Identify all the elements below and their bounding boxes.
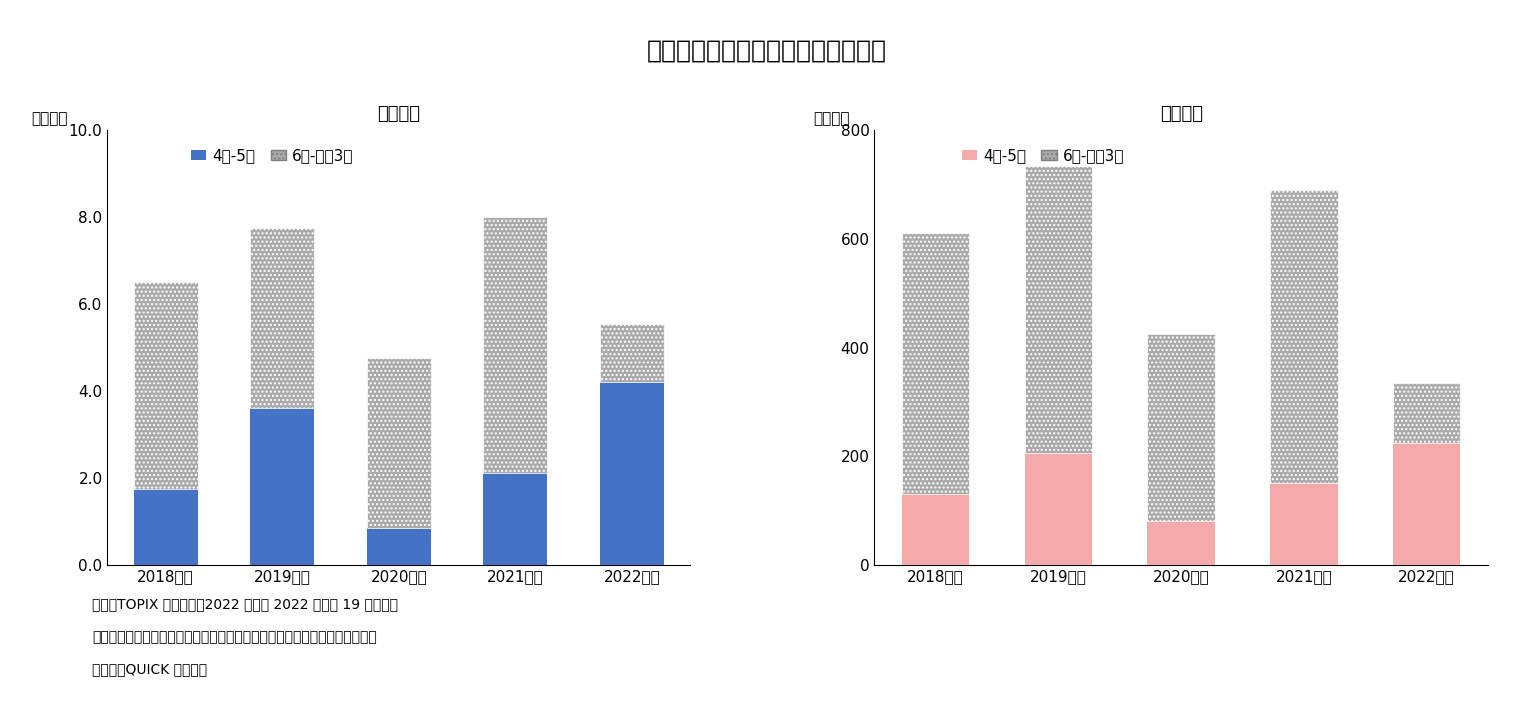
Text: （件数）: （件数） bbox=[813, 111, 850, 126]
Bar bbox=[600, 324, 664, 382]
Bar bbox=[367, 528, 431, 565]
Text: 図表１　自社株買い設定額等の推移: 図表１ 自社株買い設定額等の推移 bbox=[647, 38, 887, 63]
Bar bbox=[1270, 484, 1338, 565]
Bar bbox=[902, 233, 969, 494]
Legend: 4月-5月, 6月-翌年3月: 4月-5月, 6月-翌年3月 bbox=[956, 143, 1131, 169]
Bar bbox=[250, 408, 314, 565]
Bar bbox=[1147, 521, 1215, 565]
Text: （注）TOPIX 構成銘柄。2022 年度は 2022 年８月 19 日時点。: （注）TOPIX 構成銘柄。2022 年度は 2022 年８月 19 日時点。 bbox=[92, 597, 397, 611]
Bar bbox=[367, 358, 431, 528]
Bar bbox=[1393, 442, 1460, 565]
Bar bbox=[600, 382, 664, 565]
Bar bbox=[250, 228, 314, 408]
Text: 設定件数は年度中に設定された自社株買いの件数のため重複企業あり。: 設定件数は年度中に設定された自社株買いの件数のため重複企業あり。 bbox=[92, 630, 377, 644]
Bar bbox=[483, 473, 548, 565]
Bar bbox=[1025, 166, 1092, 453]
Bar bbox=[133, 489, 198, 565]
Legend: 4月-5月, 6月-翌年3月: 4月-5月, 6月-翌年3月 bbox=[186, 143, 360, 169]
Text: （兆円）: （兆円） bbox=[32, 111, 67, 126]
Title: 設定金額: 設定金額 bbox=[377, 105, 420, 123]
Bar bbox=[1147, 334, 1215, 521]
Bar bbox=[1025, 453, 1092, 565]
Bar bbox=[902, 494, 969, 565]
Bar bbox=[1393, 383, 1460, 442]
Title: 設定件数: 設定件数 bbox=[1160, 105, 1203, 123]
Bar bbox=[1270, 190, 1338, 484]
Bar bbox=[483, 217, 548, 473]
Bar bbox=[133, 282, 198, 489]
Text: （資料）QUICK から作成: （資料）QUICK から作成 bbox=[92, 662, 207, 676]
